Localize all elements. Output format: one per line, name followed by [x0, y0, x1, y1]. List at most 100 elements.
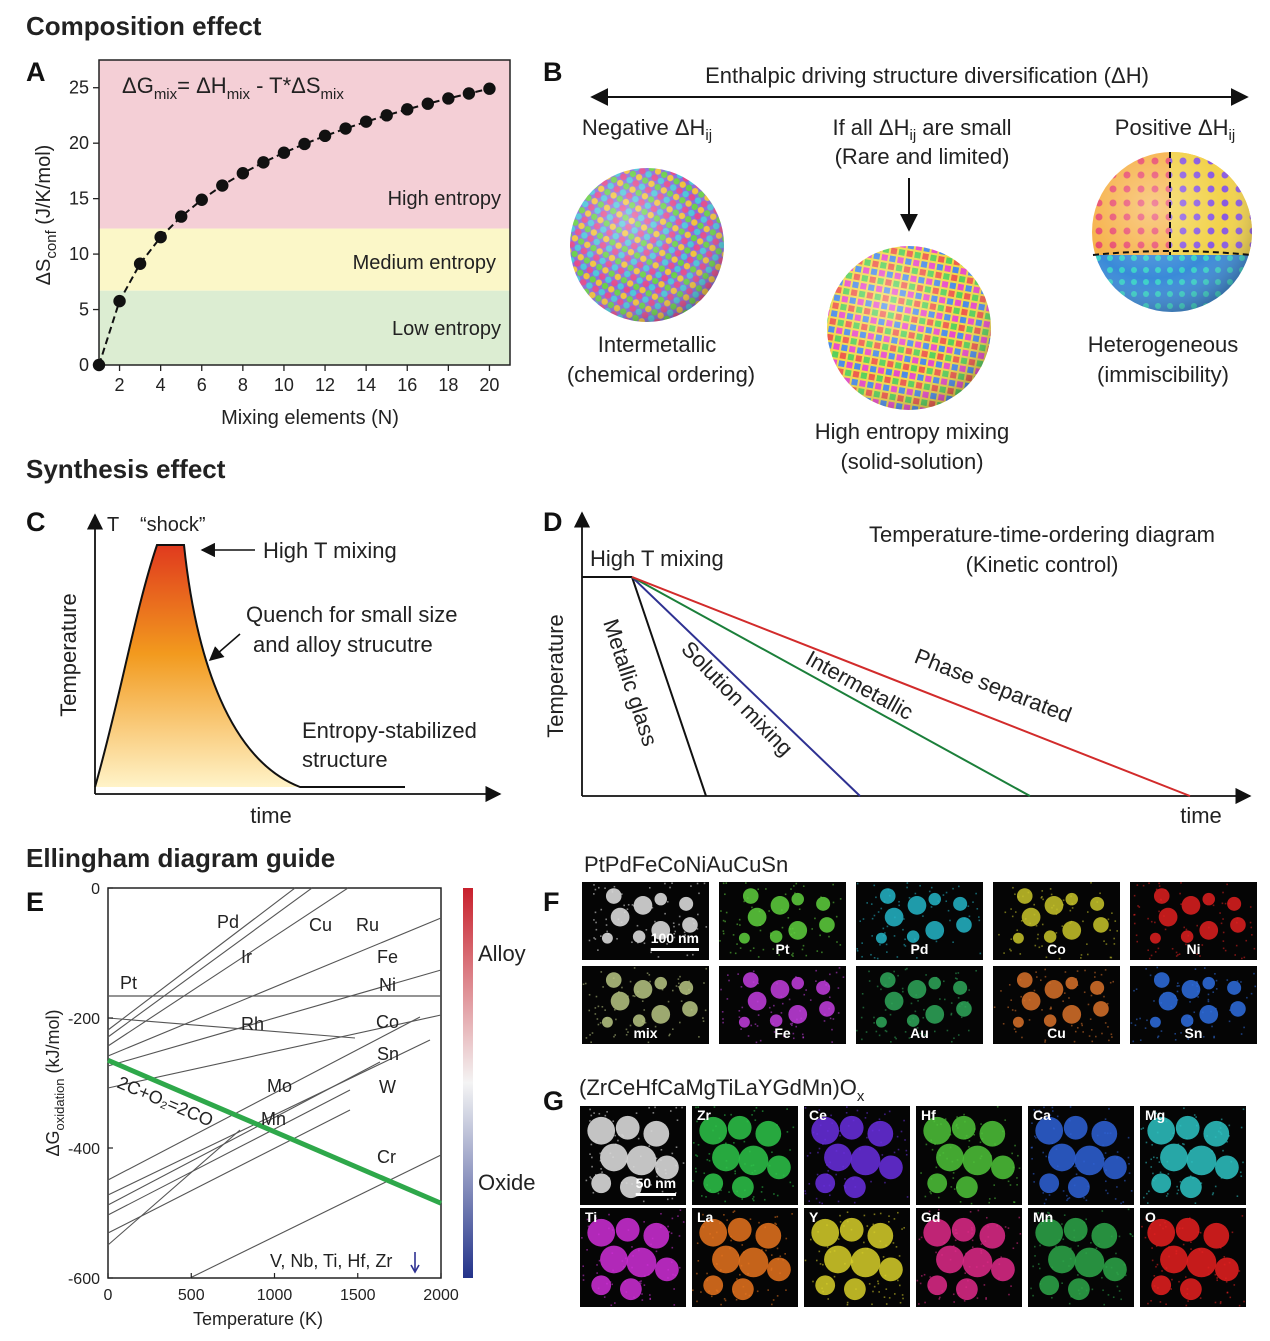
e-y-tick-label: -600: [68, 1271, 100, 1288]
label-high-entropy: High entropy: [388, 188, 501, 210]
section-title-composition: Composition effect: [26, 11, 262, 41]
eds-map-la: La: [692, 1208, 798, 1307]
elem-rh: Rh: [241, 1014, 264, 1034]
entropy-point: [380, 109, 393, 122]
eds-map-label: Ca: [1033, 1107, 1051, 1123]
line-intermetallic: [631, 576, 1031, 797]
eds-map-pt: Pt: [719, 882, 846, 960]
eds-map-mn: Mn: [1028, 1208, 1134, 1307]
plot-frame: [98, 59, 511, 366]
a-x-tick-label: 6: [197, 375, 207, 395]
eds-map-label: mix: [633, 1025, 657, 1041]
eds-map-label: Mn: [1033, 1209, 1053, 1225]
entropy-point: [421, 97, 434, 110]
solid-solution-sphere: [827, 246, 991, 410]
structure-label: structure: [302, 747, 388, 772]
entropy-point: [195, 193, 208, 206]
eds-map-label: Sn: [1185, 1025, 1203, 1041]
elem-mn: Mn: [261, 1109, 286, 1129]
solid-solution-label: (solid-solution): [840, 449, 983, 474]
line-solution-mixing: [631, 576, 861, 797]
panel-f-eds-maps: PtPdFeCoNiAuCuSn 100 nm Pt Pd Co Ni mix Fe Au Cu…: [582, 852, 1257, 1044]
a-x-tick-label: 2: [115, 375, 125, 395]
elem-ni: Ni: [379, 975, 396, 995]
d-high-t-label: High T mixing: [590, 546, 724, 571]
eds-map-haadf: 50 nm: [580, 1106, 686, 1205]
a-x-tick-label: 12: [315, 375, 335, 395]
eds-map-ce: Ce: [804, 1106, 910, 1205]
a-y-tick-label: 10: [69, 244, 89, 264]
label-low-entropy: Low entropy: [392, 318, 501, 340]
eds-map-sn: Sn: [1130, 966, 1257, 1044]
label-phase-separated: Phase separated: [911, 643, 1075, 727]
panel-c-diagram: T “shock” High T mixing Quench for small…: [56, 513, 502, 828]
eds-map-label: O: [1145, 1209, 1156, 1225]
elem-w: W: [379, 1077, 396, 1097]
elem-mo: Mo: [267, 1076, 292, 1096]
entropy-point: [298, 137, 311, 151]
entropy-point: [462, 87, 476, 100]
d-x-axis-title: time: [1180, 803, 1222, 828]
entropy-point: [257, 156, 270, 169]
entropy-point: [236, 167, 250, 180]
scale-bar-label: 100 nm: [651, 930, 699, 946]
entropy-point: [154, 230, 167, 244]
elem-pt: Pt: [120, 973, 137, 993]
eds-map-label: Ce: [809, 1107, 827, 1123]
panel-b-diagram: Enthalpic driving structure diversificat…: [567, 63, 1260, 474]
scale-bar: [650, 948, 699, 951]
alloy-oxide-colorbar: [463, 888, 473, 1278]
e-x-tick-label: 1500: [340, 1287, 376, 1304]
eds-map-cu: Cu: [993, 966, 1120, 1044]
c-t-axis-label: T: [107, 514, 119, 536]
eds-map-o: O: [1140, 1208, 1246, 1307]
intermetallic-label: Intermetallic: [598, 332, 717, 357]
quench-label-1: Quench for small size: [246, 602, 458, 627]
a-x-tick-label: 20: [479, 375, 499, 395]
elem-cr: Cr: [377, 1147, 396, 1167]
refractory-elements-note: V, Nb, Ti, Hf, Zr: [270, 1251, 392, 1271]
panel-label-f: F: [543, 887, 560, 917]
e-y-tick-label: -400: [68, 1141, 100, 1158]
eds-map-label: Au: [910, 1025, 929, 1041]
high-entropy-mixing-label: High entropy mixing: [815, 419, 1009, 444]
line-metallic-glass: [631, 576, 707, 797]
ellingham-lines: [107, 887, 442, 1279]
e-x-tick-label: 1000: [257, 1287, 293, 1304]
c-high-t-label: High T mixing: [263, 538, 397, 563]
eds-map-label: Ni: [1187, 941, 1201, 957]
elem-ru: Ru: [356, 915, 379, 935]
elem-fe: Fe: [377, 947, 398, 967]
band-low-entropy: [99, 290, 510, 365]
eds-map-label: Pt: [776, 941, 790, 957]
shock-label: “shock”: [140, 514, 206, 536]
quench-label-2: and alloy strucutre: [253, 632, 433, 657]
eds-map-gd: Gd: [916, 1208, 1022, 1307]
elem-cu: Cu: [309, 915, 332, 935]
a-y-tick-label: 5: [79, 300, 89, 320]
a-x-tick-label: 10: [274, 375, 294, 395]
eds-map-label: Mg: [1145, 1107, 1165, 1123]
panel-e-ellingham: 0 500 1000 1500 2000 0 -200 -400 -600 Pd Cu Ru I…: [43, 881, 535, 1329]
label-solution-mixing: Solution mixing: [676, 636, 798, 761]
elem-sn: Sn: [377, 1044, 399, 1064]
e-x-tick-label: 2000: [423, 1287, 459, 1304]
entropy-stabilized-label: Entropy-stabilized: [302, 718, 477, 743]
eds-map-hf: Hf: [916, 1106, 1022, 1205]
eds-map-label: Co: [1047, 941, 1066, 957]
eds-map-mg: Mg: [1140, 1106, 1246, 1205]
temperature-curve: [94, 544, 405, 788]
eds-map-pd: Pd: [856, 882, 983, 960]
a-y-tick-label: 0: [79, 355, 89, 375]
eds-map-label: Pd: [911, 941, 929, 957]
y-axis-title: ΔSconf (J/K/mol): [33, 145, 60, 286]
small-dh-label: If all ΔHij are small: [832, 115, 1011, 144]
enthalpy-arrow-title: Enthalpic driving structure diversificat…: [705, 63, 1149, 88]
entropy-point: [339, 122, 352, 135]
e-x-tick-label: 0: [104, 1287, 113, 1304]
panel-a-chart: 2 4 6 8 10 12 14 16 18 20 0 5 10 15 20 25 ΔGmix= ΔHmix …: [33, 59, 511, 429]
d-title-line-2: (Kinetic control): [966, 552, 1119, 577]
eds-map-label: Ti: [585, 1209, 597, 1225]
elem-ir: Ir: [241, 947, 252, 967]
